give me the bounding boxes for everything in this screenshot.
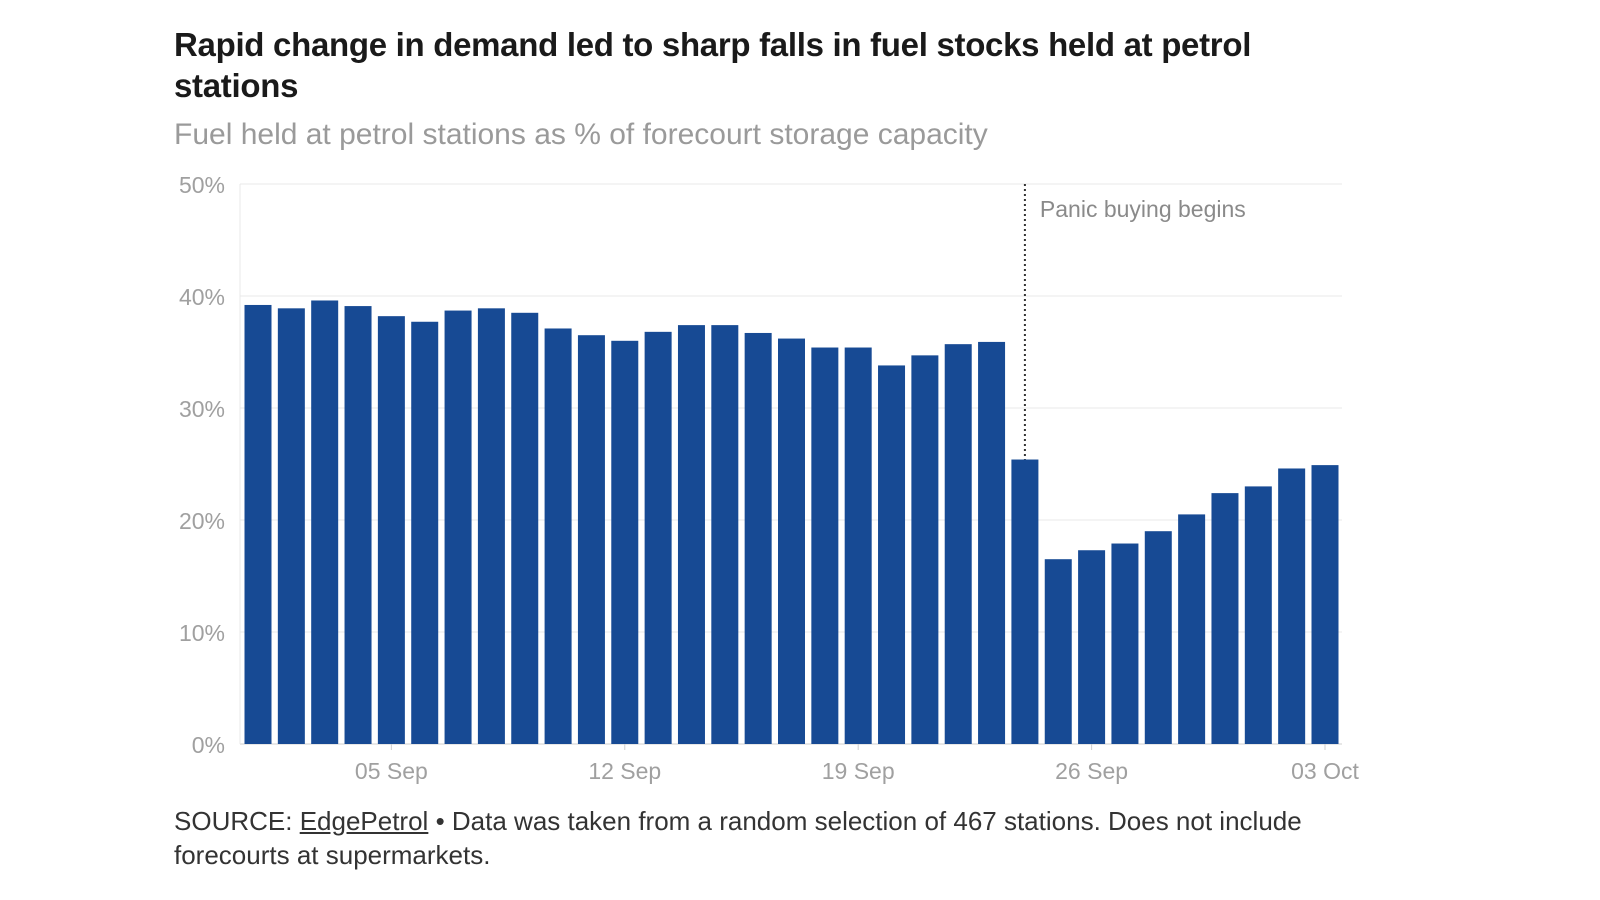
bar-24-sep bbox=[1011, 459, 1039, 744]
bar-18-sep bbox=[811, 347, 839, 744]
x-tick-label: 03 Oct bbox=[1291, 758, 1359, 784]
bar-11-sep bbox=[577, 335, 605, 744]
y-tick-label: 30% bbox=[179, 396, 225, 422]
bar-16-sep bbox=[744, 332, 772, 744]
bar-28-sep bbox=[1144, 531, 1172, 744]
bar-13-sep bbox=[644, 331, 672, 744]
bars bbox=[244, 300, 1339, 744]
y-tick-label: 20% bbox=[179, 508, 225, 534]
bar-03-sep bbox=[311, 300, 339, 744]
source-link[interactable]: EdgePetrol bbox=[299, 806, 429, 836]
bar-23-sep bbox=[978, 341, 1006, 744]
x-axis-labels: 05 Sep 12 Sep 19 Sep 26 Sep 03 Oct bbox=[355, 744, 1359, 784]
y-tick-label: 0% bbox=[192, 732, 225, 758]
bar-02-oct bbox=[1278, 468, 1306, 744]
annotation: Panic buying begins bbox=[1023, 184, 1246, 460]
x-tick-label: 19 Sep bbox=[822, 758, 895, 784]
bar-05-sep bbox=[377, 316, 405, 744]
source-prefix: SOURCE: bbox=[174, 806, 300, 836]
bar-19-sep bbox=[844, 347, 872, 744]
bar-04-sep bbox=[344, 306, 372, 744]
bar-15-sep bbox=[711, 325, 739, 744]
x-tick-label: 12 Sep bbox=[588, 758, 661, 784]
x-tick-label: 05 Sep bbox=[355, 758, 428, 784]
bar-01-sep bbox=[244, 304, 272, 744]
bar-09-sep bbox=[511, 312, 539, 744]
bar-10-sep bbox=[544, 328, 572, 744]
chart-subtitle: Fuel held at petrol stations as % of for… bbox=[174, 118, 988, 151]
bar-30-sep bbox=[1211, 493, 1239, 744]
y-tick-label: 10% bbox=[179, 620, 225, 646]
x-tick-label: 26 Sep bbox=[1055, 758, 1128, 784]
source-note: • Data was taken from a random selection… bbox=[174, 806, 1302, 870]
bar-08-sep bbox=[477, 308, 505, 744]
bar-02-sep bbox=[277, 308, 305, 744]
bar-25-sep bbox=[1044, 559, 1072, 744]
source-footer: SOURCE: EdgePetrol • Data was taken from… bbox=[174, 804, 1374, 872]
annotation-label: Panic buying begins bbox=[1040, 196, 1246, 222]
bar-12-sep bbox=[611, 340, 639, 744]
bar-21-sep bbox=[911, 355, 939, 744]
bar-14-sep bbox=[677, 325, 705, 744]
bar-26-sep bbox=[1078, 550, 1106, 744]
y-axis-labels: 0% 10% 20% 30% 40% 50% bbox=[179, 172, 225, 758]
bar-29-sep bbox=[1178, 514, 1206, 744]
y-tick-label: 50% bbox=[179, 172, 225, 198]
bar-20-sep bbox=[878, 365, 906, 744]
y-tick-label: 40% bbox=[179, 284, 225, 310]
bar-22-sep bbox=[944, 344, 972, 744]
bar-03-oct bbox=[1311, 465, 1339, 744]
bar-06-sep bbox=[411, 321, 439, 744]
chart-title: Rapid change in demand led to sharp fall… bbox=[174, 26, 1252, 104]
bar-01-oct bbox=[1244, 486, 1272, 744]
bar-07-sep bbox=[444, 310, 472, 744]
bar-17-sep bbox=[778, 338, 805, 744]
bar-27-sep bbox=[1111, 543, 1139, 744]
